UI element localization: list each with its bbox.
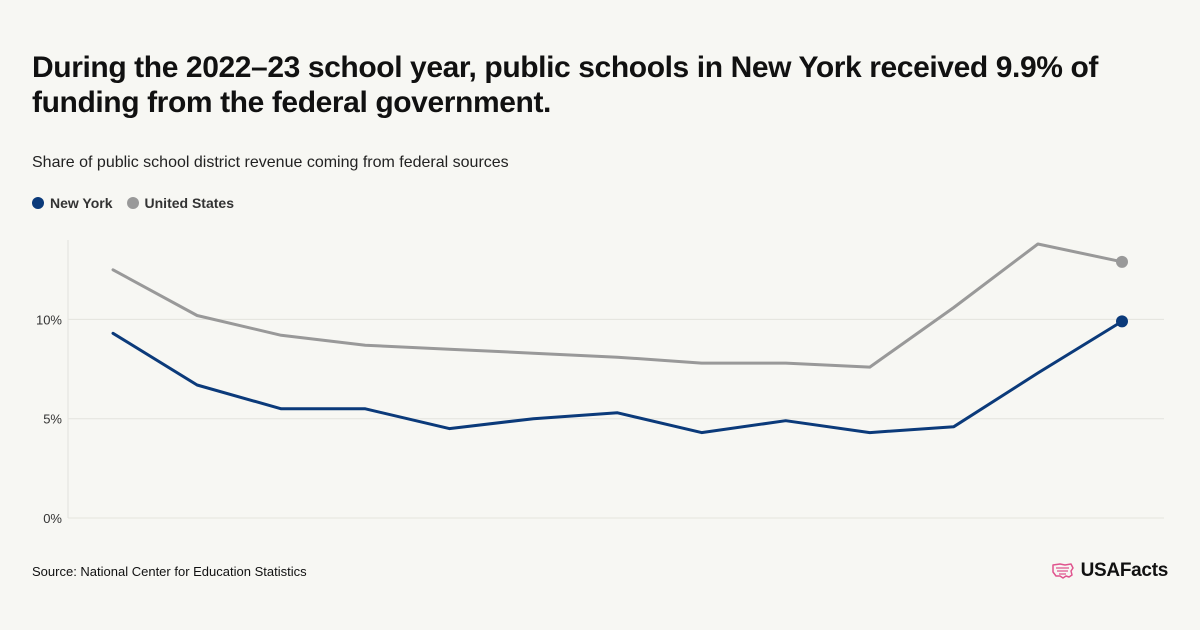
chart-subtitle: Share of public school district revenue … [32,154,509,171]
y-tick-label: 10% [36,312,62,327]
usafacts-logo: USAFacts [1051,560,1168,582]
legend-item-united-states: United States [126,195,234,211]
logo-text: USAFacts [1080,560,1169,581]
legend-label-united-states: United States [144,195,234,211]
legend-label-new-york: New York [50,195,113,211]
line-chart: 0% 5% 10% [36,240,1164,526]
us-map-icon [1051,563,1074,579]
series-endpoint-united-states [1116,255,1128,268]
source-note: Source: National Center for Education St… [32,564,307,579]
series-endpoint-new-york [1116,315,1128,328]
y-tick-label: 0% [43,511,62,526]
chart-title: During the 2022–23 school year, public s… [32,51,1098,119]
legend: New York United States [32,195,234,211]
legend-item-new-york: New York [32,195,113,211]
y-tick-label: 5% [43,412,62,427]
series-line-united-states [111,242,1124,369]
series-line-new-york [111,319,1124,435]
legend-dot-united-states [126,197,139,209]
legend-dot-new-york [32,197,44,209]
